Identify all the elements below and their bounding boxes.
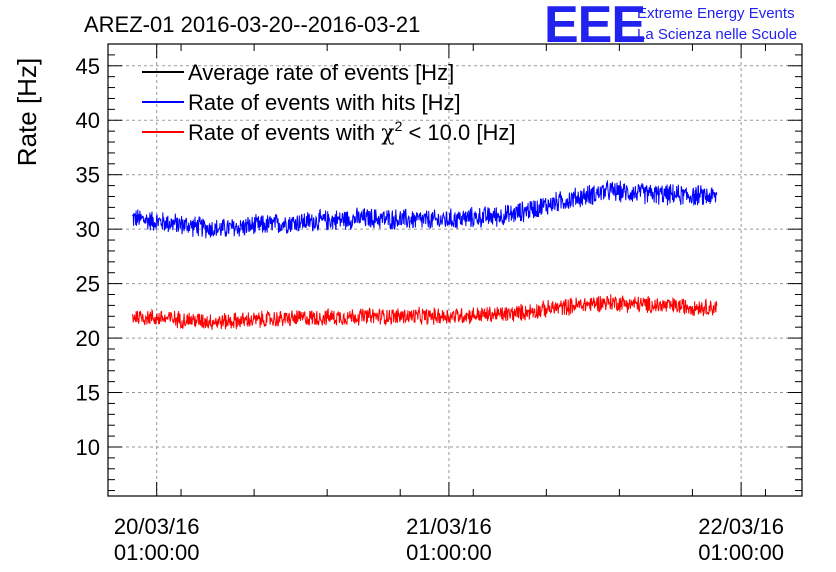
eee-logo-line2: La Scienza nelle Scuole [637, 26, 797, 43]
y-tick-label: 20 [76, 326, 100, 351]
eee-logo-mark: EEE [544, 0, 645, 54]
x-tick-label-date: 21/03/16 [406, 514, 492, 539]
y-tick-label: 35 [76, 163, 100, 188]
x-tick-labels: 20/03/1601:00:0021/03/1601:00:0022/03/16… [114, 514, 784, 565]
y-tick-label: 30 [76, 217, 100, 242]
series-lines [131, 180, 718, 330]
series-line-2 [131, 294, 718, 330]
x-tick-label-date: 22/03/16 [698, 514, 784, 539]
x-tick-label-time: 01:00:00 [406, 540, 492, 565]
x-tick-label-time: 01:00:00 [698, 540, 784, 565]
chart-title: AREZ-01 2016-03-20--2016-03-21 [84, 12, 420, 37]
y-tick-label: 10 [76, 435, 100, 460]
legend-label-1: Rate of events with hits [Hz] [188, 90, 461, 115]
y-tick-labels: 10 15 20 25 30 35 40 45 [76, 54, 100, 460]
legend: Average rate of events [Hz] Rate of event… [142, 60, 515, 146]
y-tick-label: 45 [76, 54, 100, 79]
axes-frame [107, 43, 803, 497]
legend-label-0: Average rate of events [Hz] [188, 60, 454, 85]
y-tick-label: 25 [76, 272, 100, 297]
y-tick-label: 15 [76, 381, 100, 406]
legend-label-2: Rate of events with χ2 < 10.0 [Hz] [188, 118, 515, 146]
x-tick-label-date: 20/03/16 [114, 514, 200, 539]
x-tick-label-time: 01:00:00 [114, 540, 200, 565]
y-tick-label: 40 [76, 108, 100, 133]
y-axis-label: Rate [Hz] [12, 58, 42, 166]
plot-frame [107, 43, 803, 497]
grid-lines [108, 44, 802, 496]
series-line-1 [131, 180, 718, 239]
eee-logo-line1: Extreme Energy Events [637, 5, 795, 22]
eee-logo: EEE Extreme Energy Events La Scienza nel… [544, 0, 797, 54]
